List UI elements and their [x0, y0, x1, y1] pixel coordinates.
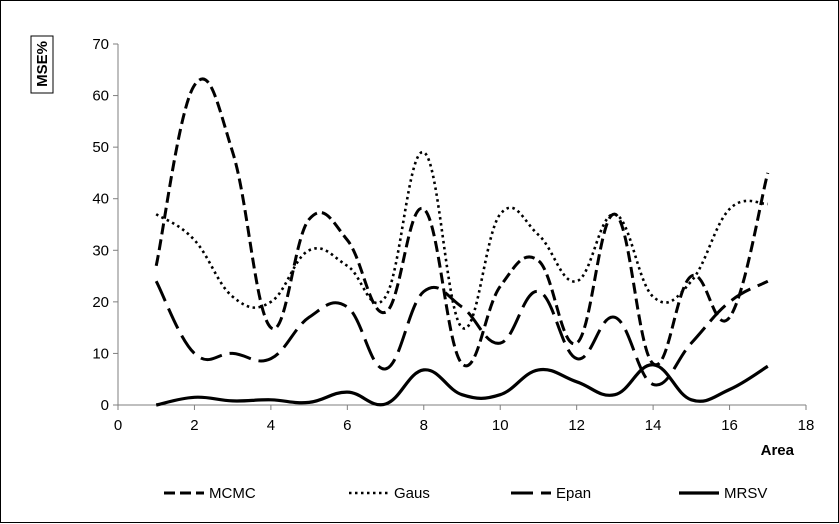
axes: [117, 44, 806, 406]
y-tick-label: 70: [92, 36, 109, 53]
y-axis-title: MSE%: [34, 41, 51, 87]
x-tick-label: 10: [492, 417, 509, 434]
x-tick-label: 18: [798, 417, 815, 434]
y-tick-label: 0: [101, 397, 109, 414]
x-tick-label: 8: [420, 417, 428, 434]
y-tick-label: 60: [92, 88, 109, 105]
x-tick-label: 16: [721, 417, 738, 434]
x-tick-label: 12: [568, 417, 585, 434]
legend-label-epan: Epan: [556, 485, 591, 502]
x-axis-title: Area: [761, 442, 795, 459]
ticks: 0 10 20 30 40 50 60 70 0 2 4 6 8 10 12 14 16 18: [92, 36, 814, 434]
x-tick-label: 14: [645, 417, 662, 434]
x-tick-label: 0: [114, 417, 122, 434]
series-line-epan: [154, 279, 769, 387]
series-lines: [154, 77, 770, 407]
series-line-mcmc: [154, 77, 770, 368]
legend-label-mrsv: MRSV: [724, 485, 767, 502]
y-tick-label: 50: [92, 139, 109, 156]
y-tick-label: 40: [92, 191, 109, 208]
legend: MCMC Gaus Epan MRSV: [164, 485, 767, 502]
series-line-mrsv: [155, 363, 769, 407]
y-tick-label: 20: [92, 294, 109, 311]
x-tick-label: 2: [190, 417, 198, 434]
x-tick-label: 4: [267, 417, 275, 434]
legend-label-mcmc: MCMC: [209, 485, 256, 502]
legend-label-gaus: Gaus: [394, 485, 430, 502]
series-line-gaus: [155, 151, 768, 330]
y-axis-title-box: [30, 35, 54, 94]
y-axis-title-group: MSE%: [30, 35, 54, 94]
y-tick-label: 10: [92, 345, 109, 362]
y-tick-label: 30: [92, 242, 109, 259]
x-tick-label: 6: [343, 417, 351, 434]
